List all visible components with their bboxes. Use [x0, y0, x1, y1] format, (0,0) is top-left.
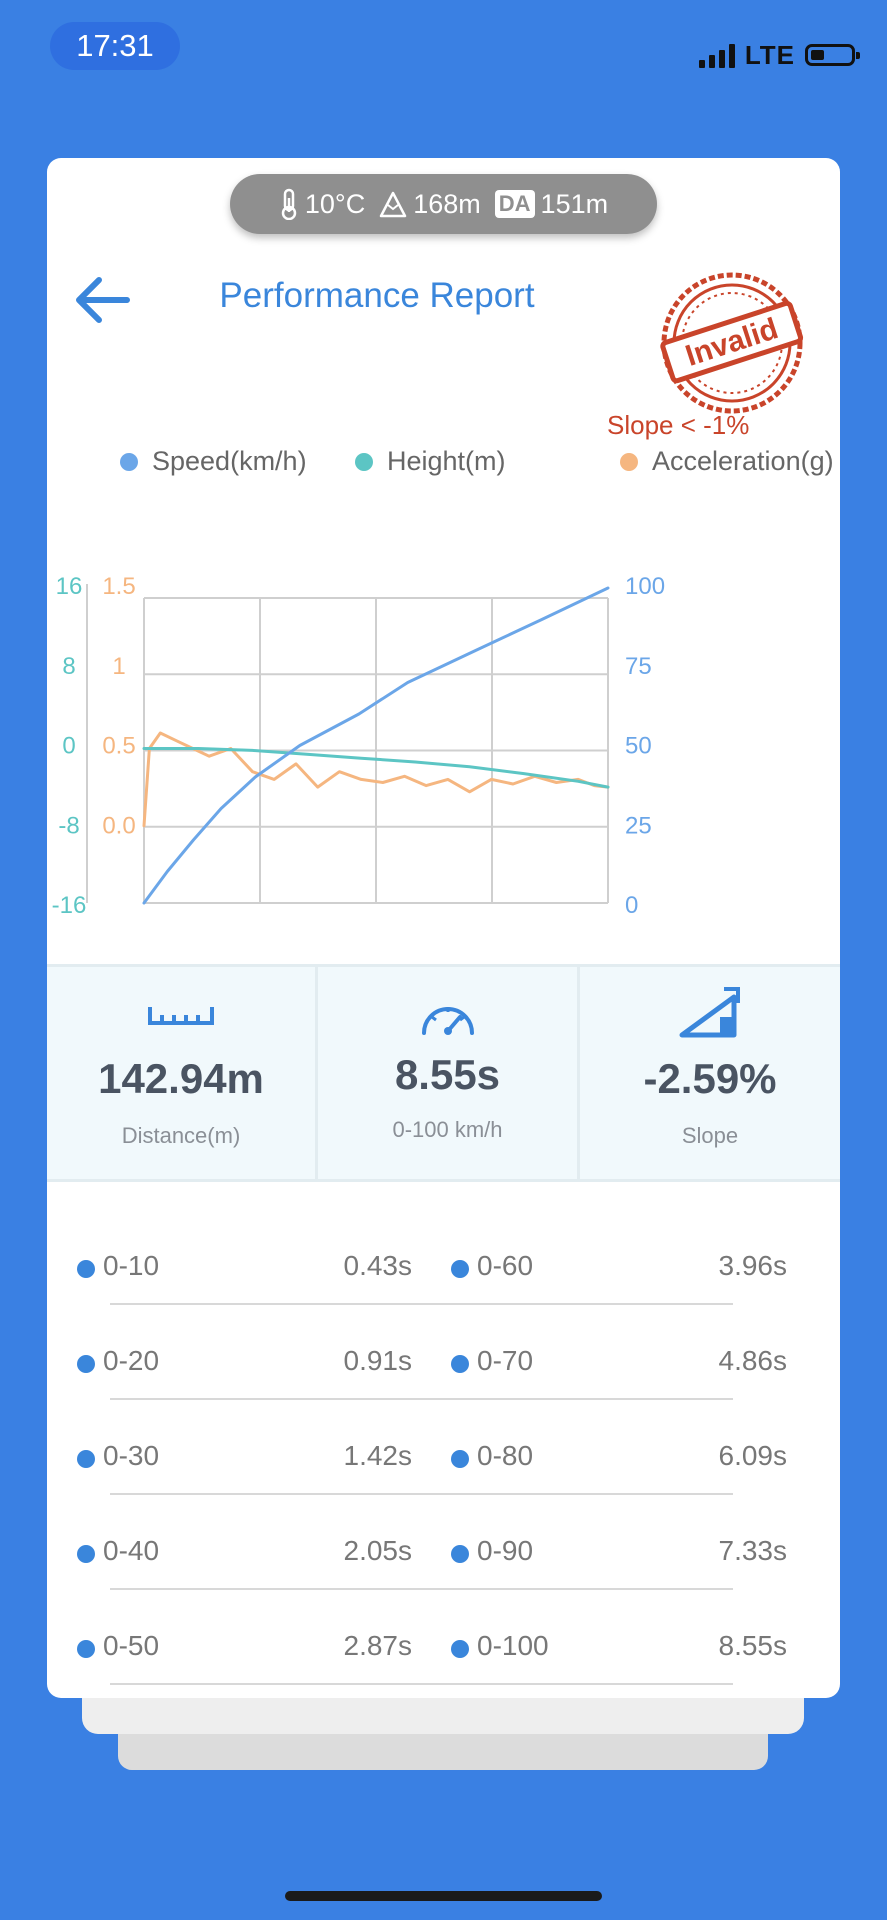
- legend-label: Height(m): [387, 446, 506, 476]
- split-time: 0.91s: [343, 1345, 413, 1376]
- legend-dot: [120, 452, 138, 471]
- split-right: 0-70: [451, 1345, 533, 1385]
- speed-tick-label: 100: [625, 573, 665, 600]
- acceleration-tick-label: 1: [112, 653, 125, 680]
- split-row: 0-30 1.42s 0-80 6.09s: [47, 1400, 840, 1495]
- split-left: 0-10: [77, 1250, 159, 1290]
- card-stack-shadow-back: [118, 1734, 768, 1770]
- metric-label: 0-100 km/h: [392, 1117, 503, 1142]
- metrics-panel: 142.94m Distance(m) 8.55s 0-100 km/h -2.…: [47, 964, 840, 1182]
- metric-value: 8.55s: [394, 1051, 501, 1098]
- legend-height: Height(m): [355, 446, 506, 477]
- slope-warning: Slope < -1%: [607, 410, 750, 440]
- mountain-icon: [379, 191, 407, 218]
- metric-value: 142.94m: [98, 1055, 264, 1102]
- height-tick-label: 8: [62, 653, 75, 680]
- legend-dot: [620, 452, 638, 471]
- speed-tick-label: 25: [625, 812, 652, 839]
- metric-label: Slope: [681, 1123, 739, 1148]
- split-row: 0-50 2.87s 0-100 8.55s: [47, 1590, 840, 1685]
- split-range: 0-50: [103, 1630, 160, 1661]
- speedometer-icon: [421, 1007, 474, 1035]
- legend-acceleration: Acceleration(g): [620, 446, 834, 477]
- speed-tick-label: 75: [625, 653, 652, 680]
- split-right: 0-100: [451, 1630, 549, 1670]
- split-time: 7.33s: [718, 1535, 788, 1566]
- split-time: 0.43s: [343, 1250, 413, 1281]
- height-tick-label: -8: [58, 812, 79, 839]
- split-range: 0-40: [103, 1535, 160, 1566]
- split-range: 0-80: [477, 1440, 534, 1471]
- back-arrow-icon[interactable]: [67, 270, 137, 330]
- split-right: 0-90: [451, 1535, 533, 1575]
- height-tick-label: 0: [62, 733, 75, 760]
- ruler-icon: [148, 1007, 214, 1025]
- report-card: 10°C 168m DA 151m Performance Report Inv…: [47, 158, 840, 1698]
- thermometer-icon: [281, 188, 297, 220]
- invalid-stamp: Invalid: [660, 272, 804, 414]
- split-left: 0-20: [77, 1345, 159, 1385]
- metric-value: -2.59%: [643, 1055, 777, 1102]
- split-times-list: 0-10 0.43s 0-60 3.96s 0-20 0.91s 0-70 4.…: [47, 1210, 840, 1685]
- metric-slope: -2.59% Slope: [577, 967, 840, 1179]
- slope-icon: [679, 987, 740, 1038]
- network-label: LTE: [744, 39, 795, 70]
- height-series-line: [142, 747, 610, 789]
- environment-pill: 10°C 168m DA 151m: [230, 174, 657, 234]
- height-tick-label: 16: [56, 573, 83, 600]
- split-row: 0-40 2.05s 0-90 7.33s: [47, 1495, 840, 1590]
- status-time: 17:31: [50, 22, 180, 70]
- metric-distance: 142.94m Distance(m): [47, 967, 315, 1179]
- chart-legend: Speed(km/h) Height(m) Acceleration(g): [75, 446, 835, 486]
- acceleration-tick-label: 1.5: [102, 573, 135, 600]
- split-range: 0-30: [103, 1440, 160, 1471]
- altitude-value: 168m: [413, 188, 481, 219]
- legend-speed: Speed(km/h): [120, 446, 307, 477]
- split-left: 0-40: [77, 1535, 159, 1575]
- split-right: 0-60: [451, 1250, 533, 1290]
- signal-icon: [698, 42, 735, 68]
- temperature: 10°C: [279, 188, 365, 220]
- split-range: 0-100: [477, 1630, 549, 1661]
- legend-label: Speed(km/h): [152, 446, 307, 476]
- acceleration-tick-label: 0.0: [102, 812, 135, 839]
- split-range: 0-90: [477, 1535, 534, 1566]
- metric-acceleration-time: 8.55s 0-100 km/h: [315, 967, 577, 1179]
- status-indicators: LTE: [698, 38, 860, 72]
- split-right: 0-80: [451, 1440, 533, 1480]
- split-range: 0-60: [477, 1250, 534, 1281]
- speed-series-line: [142, 586, 610, 905]
- split-row: 0-20 0.91s 0-70 4.86s: [47, 1305, 840, 1400]
- home-indicator[interactable]: [285, 1891, 602, 1901]
- page-title: Performance Report: [219, 276, 535, 315]
- split-time: 4.86s: [718, 1345, 788, 1376]
- temperature-value: 10°C: [304, 188, 366, 219]
- split-time: 6.09s: [718, 1440, 788, 1471]
- legend-dot: [355, 452, 373, 471]
- metric-label: Distance(m): [121, 1123, 241, 1148]
- altitude: 168m: [379, 189, 481, 220]
- acceleration-tick-label: 0.5: [102, 733, 135, 760]
- speed-tick-label: 50: [625, 733, 652, 760]
- split-range: 0-10: [103, 1250, 160, 1281]
- split-range: 0-70: [477, 1345, 534, 1376]
- performance-chart: 16 8 0 -8 -16 1.5 1 0.5 0.0 100 75 50 25 0: [52, 573, 665, 918]
- split-time: 3.96s: [718, 1250, 788, 1281]
- speed-tick-label: 0: [625, 892, 638, 918]
- split-time: 8.55s: [718, 1630, 788, 1661]
- battery-icon: [805, 44, 860, 66]
- split-left: 0-30: [77, 1440, 159, 1480]
- height-tick-label: -16: [52, 892, 87, 918]
- density-altitude: DA 151m: [494, 188, 609, 220]
- split-time: 2.05s: [343, 1535, 413, 1566]
- density-altitude-badge: DA: [494, 190, 535, 218]
- split-left: 0-50: [77, 1630, 159, 1670]
- density-altitude-value: 151m: [540, 188, 609, 219]
- legend-label: Acceleration(g): [652, 446, 834, 476]
- split-time: 1.42s: [343, 1440, 413, 1471]
- split-time: 2.87s: [343, 1630, 413, 1661]
- split-range: 0-20: [103, 1345, 160, 1376]
- split-row: 0-10 0.43s 0-60 3.96s: [47, 1210, 840, 1305]
